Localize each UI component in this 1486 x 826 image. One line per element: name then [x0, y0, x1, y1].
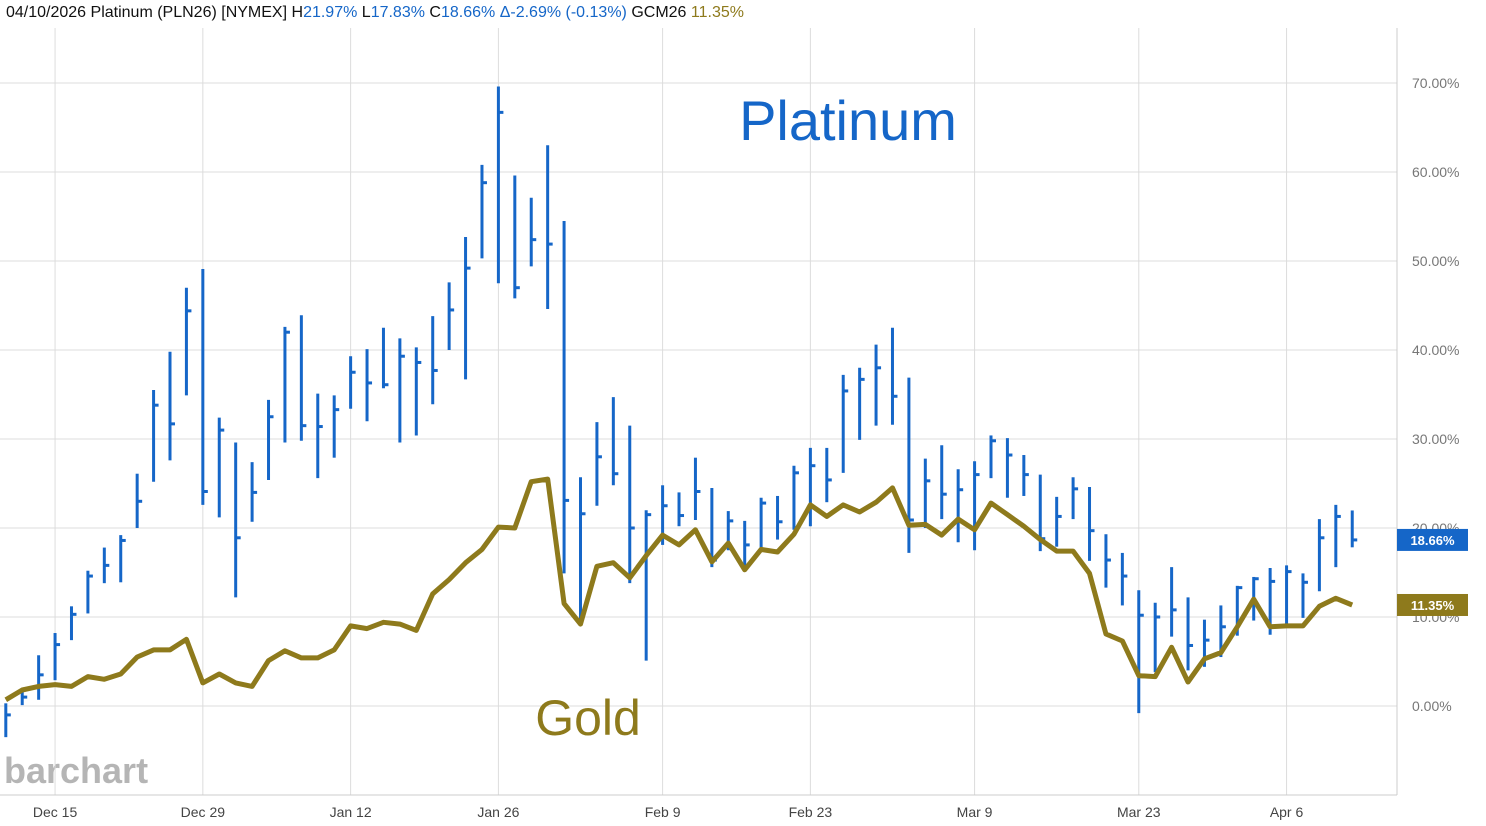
header-high: 21.97% — [303, 4, 358, 21]
x-tick-label: Feb 9 — [645, 804, 681, 820]
y-tick-label: 0.00% — [1412, 698, 1452, 714]
y-tick-label: 60.00% — [1412, 164, 1459, 180]
y-tick-label: 40.00% — [1412, 342, 1459, 358]
x-tick-label: Mar 23 — [1117, 804, 1161, 820]
x-tick-label: Apr 6 — [1270, 804, 1304, 820]
x-tick-label: Dec 29 — [181, 804, 226, 820]
header-compare-symbol: GCM26 — [631, 4, 687, 21]
last-value-badge — [1397, 593, 1468, 616]
header-high-label: H — [291, 4, 304, 21]
header-close-label: C — [429, 4, 441, 21]
header-close: 18.66% — [440, 4, 496, 21]
x-tick-label: Jan 26 — [477, 804, 519, 820]
x-tick-label: Mar 9 — [957, 804, 993, 820]
last-value-badge — [1397, 528, 1468, 551]
x-tick-label: Dec 15 — [33, 804, 78, 820]
series-annotation: Gold — [535, 690, 641, 746]
header-low-label: L — [361, 4, 371, 21]
last-value-label: 18.66% — [1410, 533, 1455, 548]
last-value-label: 11.35% — [1411, 598, 1455, 613]
y-tick-label: 70.00% — [1412, 75, 1459, 91]
header-low: 17.83% — [370, 4, 425, 21]
y-tick-label: 30.00% — [1412, 431, 1459, 447]
header-compare-value: 11.35% — [690, 4, 744, 21]
header-date: 04/10/2026 — [6, 4, 87, 21]
x-tick-label: Feb 23 — [789, 804, 833, 820]
x-tick-label: Jan 12 — [330, 804, 372, 820]
header-symbol: Platinum (PLN26) [NYMEX] — [90, 4, 288, 21]
line-series — [4, 476, 1354, 702]
series-annotation: Platinum — [739, 89, 957, 152]
watermark: barchart — [4, 750, 148, 791]
header: 04/10/2026 Platinum (PLN26) [NYMEX] H21.… — [6, 4, 744, 22]
header-change: Δ-2.69% (-0.13%) — [499, 4, 627, 21]
y-tick-label: 50.00% — [1412, 253, 1459, 269]
